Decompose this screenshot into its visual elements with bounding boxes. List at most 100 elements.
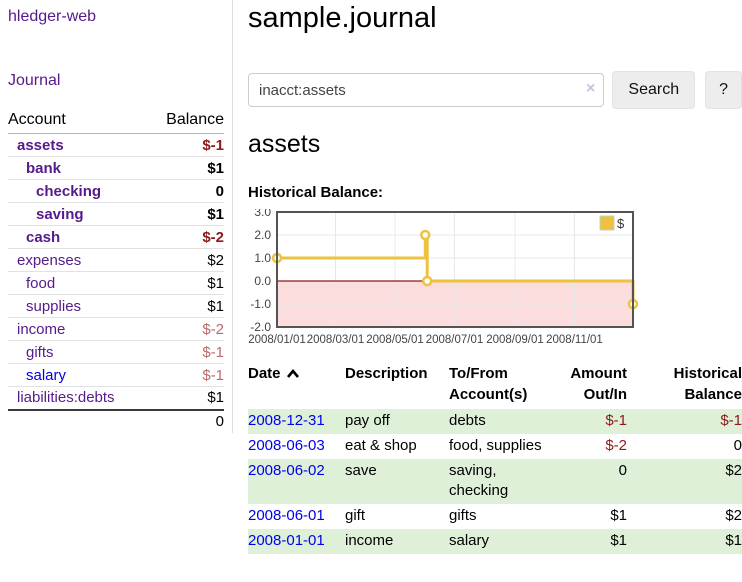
svg-text:2008/05/01: 2008/05/01 bbox=[366, 334, 424, 346]
column-header-description[interactable]: Description bbox=[345, 365, 428, 382]
account-link[interactable]: expenses bbox=[17, 251, 82, 269]
transaction-description: save bbox=[345, 462, 377, 479]
account-row: expenses $2 bbox=[8, 248, 224, 272]
account-balance: $-2 bbox=[148, 317, 224, 341]
transaction-accounts: salary bbox=[449, 532, 490, 549]
account-row: assets $-1 bbox=[8, 133, 224, 157]
search-box: × bbox=[248, 73, 605, 107]
historical-balance-chart: $3.0 2.0 1.0 0.0 -1.0 -2.0 2008/01/01 2008/03/0… bbox=[248, 205, 742, 351]
transaction-date-link[interactable]: 2008-06-03 bbox=[248, 437, 325, 454]
account-row: salary $-1 bbox=[8, 363, 224, 387]
search-input[interactable] bbox=[248, 73, 605, 107]
account-balance: $1 bbox=[148, 386, 224, 410]
account-row: bank $1 bbox=[8, 156, 224, 180]
account-balance: $1 bbox=[148, 294, 224, 318]
register-header-row: Date Description To/From Account(s) Amou… bbox=[248, 363, 742, 409]
account-link[interactable]: assets bbox=[17, 136, 64, 154]
account-link[interactable]: saving bbox=[36, 205, 84, 223]
svg-text:$: $ bbox=[617, 216, 625, 231]
sidebar: hledger-web Journal Account Balance asse… bbox=[0, 0, 233, 433]
search-form: × Search ? bbox=[248, 71, 742, 109]
account-link[interactable]: gifts bbox=[26, 343, 54, 361]
sidebar-item-journal[interactable]: Journal bbox=[8, 72, 61, 89]
account-heading: assets bbox=[248, 130, 321, 158]
transaction-accounts: gifts bbox=[449, 507, 477, 524]
account-row: food $1 bbox=[8, 271, 224, 295]
register-row: 2008-06-02 save saving, checking 0 $2 bbox=[248, 459, 742, 504]
column-header-balance[interactable]: Historical Balance bbox=[673, 365, 742, 403]
transaction-accounts: debts bbox=[449, 412, 486, 429]
account-row: cash $-2 bbox=[8, 225, 224, 249]
svg-text:2008/09/01: 2008/09/01 bbox=[486, 334, 544, 346]
transaction-accounts: food, supplies bbox=[449, 437, 542, 454]
transaction-date-link[interactable]: 2008-06-01 bbox=[248, 507, 325, 524]
transaction-balance: $2 bbox=[725, 462, 742, 479]
accounts-table: Account Balance assets $-1 bank $1 checking 0… bbox=[8, 111, 224, 433]
register-row: 2008-06-03 eat & shop food, supplies $-2 0 bbox=[248, 434, 742, 459]
accounts-header-row: Account Balance bbox=[8, 111, 224, 134]
transaction-date-link[interactable]: 2008-01-01 bbox=[248, 532, 325, 549]
account-link[interactable]: food bbox=[26, 274, 56, 292]
account-link[interactable]: checking bbox=[36, 182, 102, 200]
transaction-amount: $1 bbox=[610, 532, 627, 549]
accounts-header-balance: Balance bbox=[148, 111, 224, 134]
account-row: liabilities:debts $1 bbox=[8, 386, 224, 410]
accounts-total-balance: 0 bbox=[8, 408, 224, 433]
account-balance: $-1 bbox=[148, 363, 224, 387]
svg-text:2008/01/01: 2008/01/01 bbox=[248, 334, 306, 346]
svg-text:2008/07/01: 2008/07/01 bbox=[426, 334, 484, 346]
column-header-accounts[interactable]: To/From Account(s) bbox=[449, 365, 528, 403]
transaction-description: gift bbox=[345, 507, 366, 524]
account-link[interactable]: supplies bbox=[26, 297, 82, 315]
accounts-total-row: 0 bbox=[8, 408, 224, 433]
account-row: supplies $1 bbox=[8, 294, 224, 318]
svg-text:1.0: 1.0 bbox=[254, 251, 271, 265]
svg-text:2008/03/01: 2008/03/01 bbox=[307, 334, 365, 346]
transaction-balance: $2 bbox=[725, 507, 742, 524]
account-balance: $-1 bbox=[148, 133, 224, 157]
search-button[interactable]: Search bbox=[612, 71, 696, 109]
register-table: Date Description To/From Account(s) Amou… bbox=[248, 363, 742, 554]
transaction-amount: $1 bbox=[610, 507, 627, 524]
transaction-description: eat & shop bbox=[345, 437, 417, 454]
register-row: 2008-01-01 income salary $1 $1 bbox=[248, 529, 742, 554]
transaction-date-link[interactable]: 2008-12-31 bbox=[248, 412, 325, 429]
account-balance: $1 bbox=[148, 202, 224, 226]
column-header-date[interactable]: Date bbox=[248, 363, 345, 409]
account-link[interactable]: income bbox=[17, 320, 66, 338]
svg-text:-1.0: -1.0 bbox=[250, 297, 271, 311]
account-balance: 0 bbox=[148, 179, 224, 203]
page-title: sample.journal bbox=[248, 2, 437, 34]
accounts-header-account: Account bbox=[8, 111, 149, 134]
transaction-amount: 0 bbox=[618, 462, 627, 479]
account-row: saving $1 bbox=[8, 202, 224, 226]
svg-text:3.0: 3.0 bbox=[254, 209, 271, 219]
account-balance: $-2 bbox=[148, 225, 224, 249]
sort-ascending-icon bbox=[286, 368, 299, 378]
account-balance: $-1 bbox=[148, 340, 224, 364]
account-balance: $1 bbox=[148, 156, 224, 180]
transaction-date-link[interactable]: 2008-06-02 bbox=[248, 462, 325, 479]
account-link[interactable]: salary bbox=[26, 366, 67, 384]
clear-search-icon[interactable]: × bbox=[586, 80, 596, 97]
brand-link[interactable]: hledger-web bbox=[8, 8, 97, 25]
account-link[interactable]: bank bbox=[26, 159, 62, 177]
register-row: 2008-12-31 pay off debts $-1 $-1 bbox=[248, 409, 742, 434]
svg-text:0.0: 0.0 bbox=[254, 274, 271, 288]
chart-title: Historical Balance: bbox=[248, 184, 384, 201]
register-row: 2008-06-01 gift gifts $1 $2 bbox=[248, 504, 742, 529]
account-balance: $2 bbox=[148, 248, 224, 272]
transaction-description: pay off bbox=[345, 412, 390, 429]
transaction-amount: $-2 bbox=[605, 437, 627, 454]
transaction-balance: $-1 bbox=[720, 412, 742, 429]
transaction-balance: 0 bbox=[733, 437, 742, 454]
account-balance: $1 bbox=[148, 271, 224, 295]
account-link[interactable]: cash bbox=[26, 228, 61, 246]
column-header-amount[interactable]: Amount Out/In bbox=[570, 365, 627, 403]
main-content: sample.journal × Search ? assets Histori… bbox=[248, 0, 742, 554]
help-button[interactable]: ? bbox=[705, 71, 742, 109]
svg-text:-2.0: -2.0 bbox=[250, 320, 271, 334]
account-row: gifts $-1 bbox=[8, 340, 224, 364]
account-link[interactable]: liabilities:debts bbox=[17, 389, 115, 407]
